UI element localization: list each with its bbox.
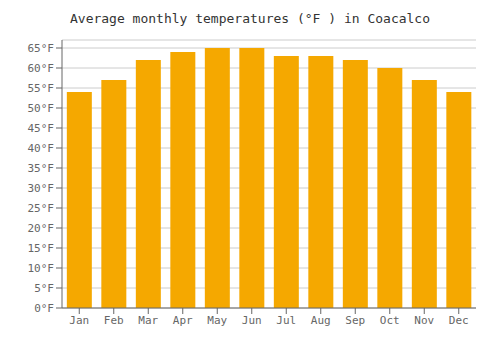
svg-text:Oct: Oct <box>380 314 400 327</box>
svg-text:Dec: Dec <box>449 314 469 327</box>
svg-text:Jul: Jul <box>276 314 296 327</box>
svg-text:65°F: 65°F <box>28 42 55 55</box>
svg-text:0°F: 0°F <box>34 302 54 315</box>
svg-text:Feb: Feb <box>104 314 124 327</box>
svg-text:40°F: 40°F <box>28 142 55 155</box>
svg-text:60°F: 60°F <box>28 62 55 75</box>
svg-text:5°F: 5°F <box>34 282 54 295</box>
svg-text:45°F: 45°F <box>28 122 55 135</box>
svg-text:Nov: Nov <box>414 314 434 327</box>
svg-text:10°F: 10°F <box>28 262 55 275</box>
svg-text:25°F: 25°F <box>28 202 55 215</box>
svg-text:55°F: 55°F <box>28 82 55 95</box>
svg-text:Jun: Jun <box>242 314 262 327</box>
svg-text:Aug: Aug <box>311 314 331 327</box>
svg-text:Sep: Sep <box>345 314 365 327</box>
svg-text:50°F: 50°F <box>28 102 55 115</box>
html-text:Average monthly temperatures (: Average monthly temperatures (°F ) in Co… <box>70 11 430 26</box>
svg-text:30°F: 30°F <box>28 182 55 195</box>
svg-text:Jan: Jan <box>69 314 89 327</box>
svg-text:Mar: Mar <box>138 314 158 327</box>
svg-text:35°F: 35°F <box>28 162 55 175</box>
svg-text:15°F: 15°F <box>28 242 55 255</box>
svg-text:May: May <box>207 314 227 327</box>
svg-text:20°F: 20°F <box>28 222 55 235</box>
svg-text:Apr: Apr <box>173 314 193 327</box>
